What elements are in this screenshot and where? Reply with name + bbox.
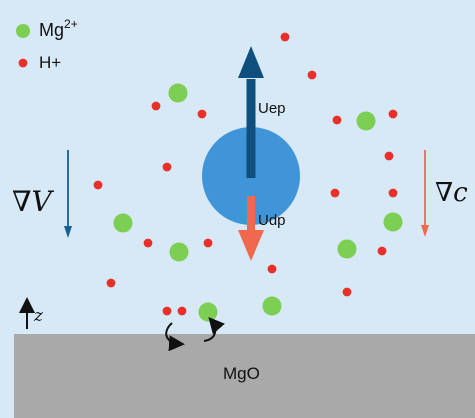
h-ion-14 [377, 246, 387, 256]
grad-v-label: ∇V [12, 185, 55, 218]
h-ion-11 [384, 151, 394, 161]
legend-mg-icon [16, 24, 30, 38]
legend-h-label: H+ [39, 53, 61, 72]
mg-ion-4 [383, 212, 403, 232]
legend: Mg2+ H+ [16, 17, 78, 72]
h-ion-17 [342, 287, 352, 297]
left-swirl-arrow-icon [165, 322, 185, 352]
udp-label: Udp [258, 212, 286, 229]
legend-h-icon [18, 58, 28, 68]
h-ion-10 [388, 188, 398, 198]
right-swirl-arrow-icon [203, 316, 225, 342]
h-ion-7 [162, 162, 172, 172]
grad-v-arrow-icon [64, 226, 72, 238]
substrate-label: MgO [223, 364, 260, 383]
h-ion-5 [332, 115, 342, 125]
mg-ion-6 [337, 239, 357, 259]
h-ion-19 [177, 306, 187, 316]
z-axis-label: z [33, 306, 44, 326]
mg-ion-7 [262, 296, 282, 316]
grad-c-label: ∇c [435, 178, 468, 208]
swirl-arrows [165, 316, 225, 352]
grad-v-arrow [64, 150, 72, 238]
udp-arrow [238, 196, 264, 261]
h-ion-18 [162, 306, 172, 316]
mgo-substrate [14, 334, 475, 418]
mg-ion-1 [168, 83, 188, 103]
h-ion-group [93, 32, 398, 316]
uep-label: Uep [258, 100, 286, 117]
h-ion-9 [330, 188, 340, 198]
mg-ion-5 [169, 242, 189, 262]
h-ion-16 [106, 278, 116, 288]
h-ion-15 [267, 264, 277, 274]
h-ion-3 [151, 101, 161, 111]
h-ion-12 [143, 238, 153, 248]
h-ion-2 [307, 70, 317, 80]
mg-ion-2 [356, 111, 376, 131]
h-ion-4 [197, 109, 207, 119]
h-ion-8 [93, 180, 103, 190]
h-ion-6 [388, 109, 398, 119]
legend-mg-charge: 2+ [64, 17, 78, 31]
grad-c-arrow [421, 150, 429, 237]
z-axis: z [19, 297, 44, 329]
mg-ion-8 [198, 302, 218, 322]
legend-mg-text: Mg [39, 20, 64, 40]
mg-ion-3 [113, 213, 133, 233]
uep-arrow [238, 46, 264, 178]
uep-arrow-icon [238, 46, 264, 78]
legend-mg-label: Mg2+ [39, 17, 78, 40]
udp-arrow-icon [238, 230, 264, 261]
h-ion-13 [203, 238, 213, 248]
grad-c-arrow-icon [421, 225, 429, 237]
h-ion-1 [280, 32, 290, 42]
mg-ion-group [113, 83, 403, 322]
